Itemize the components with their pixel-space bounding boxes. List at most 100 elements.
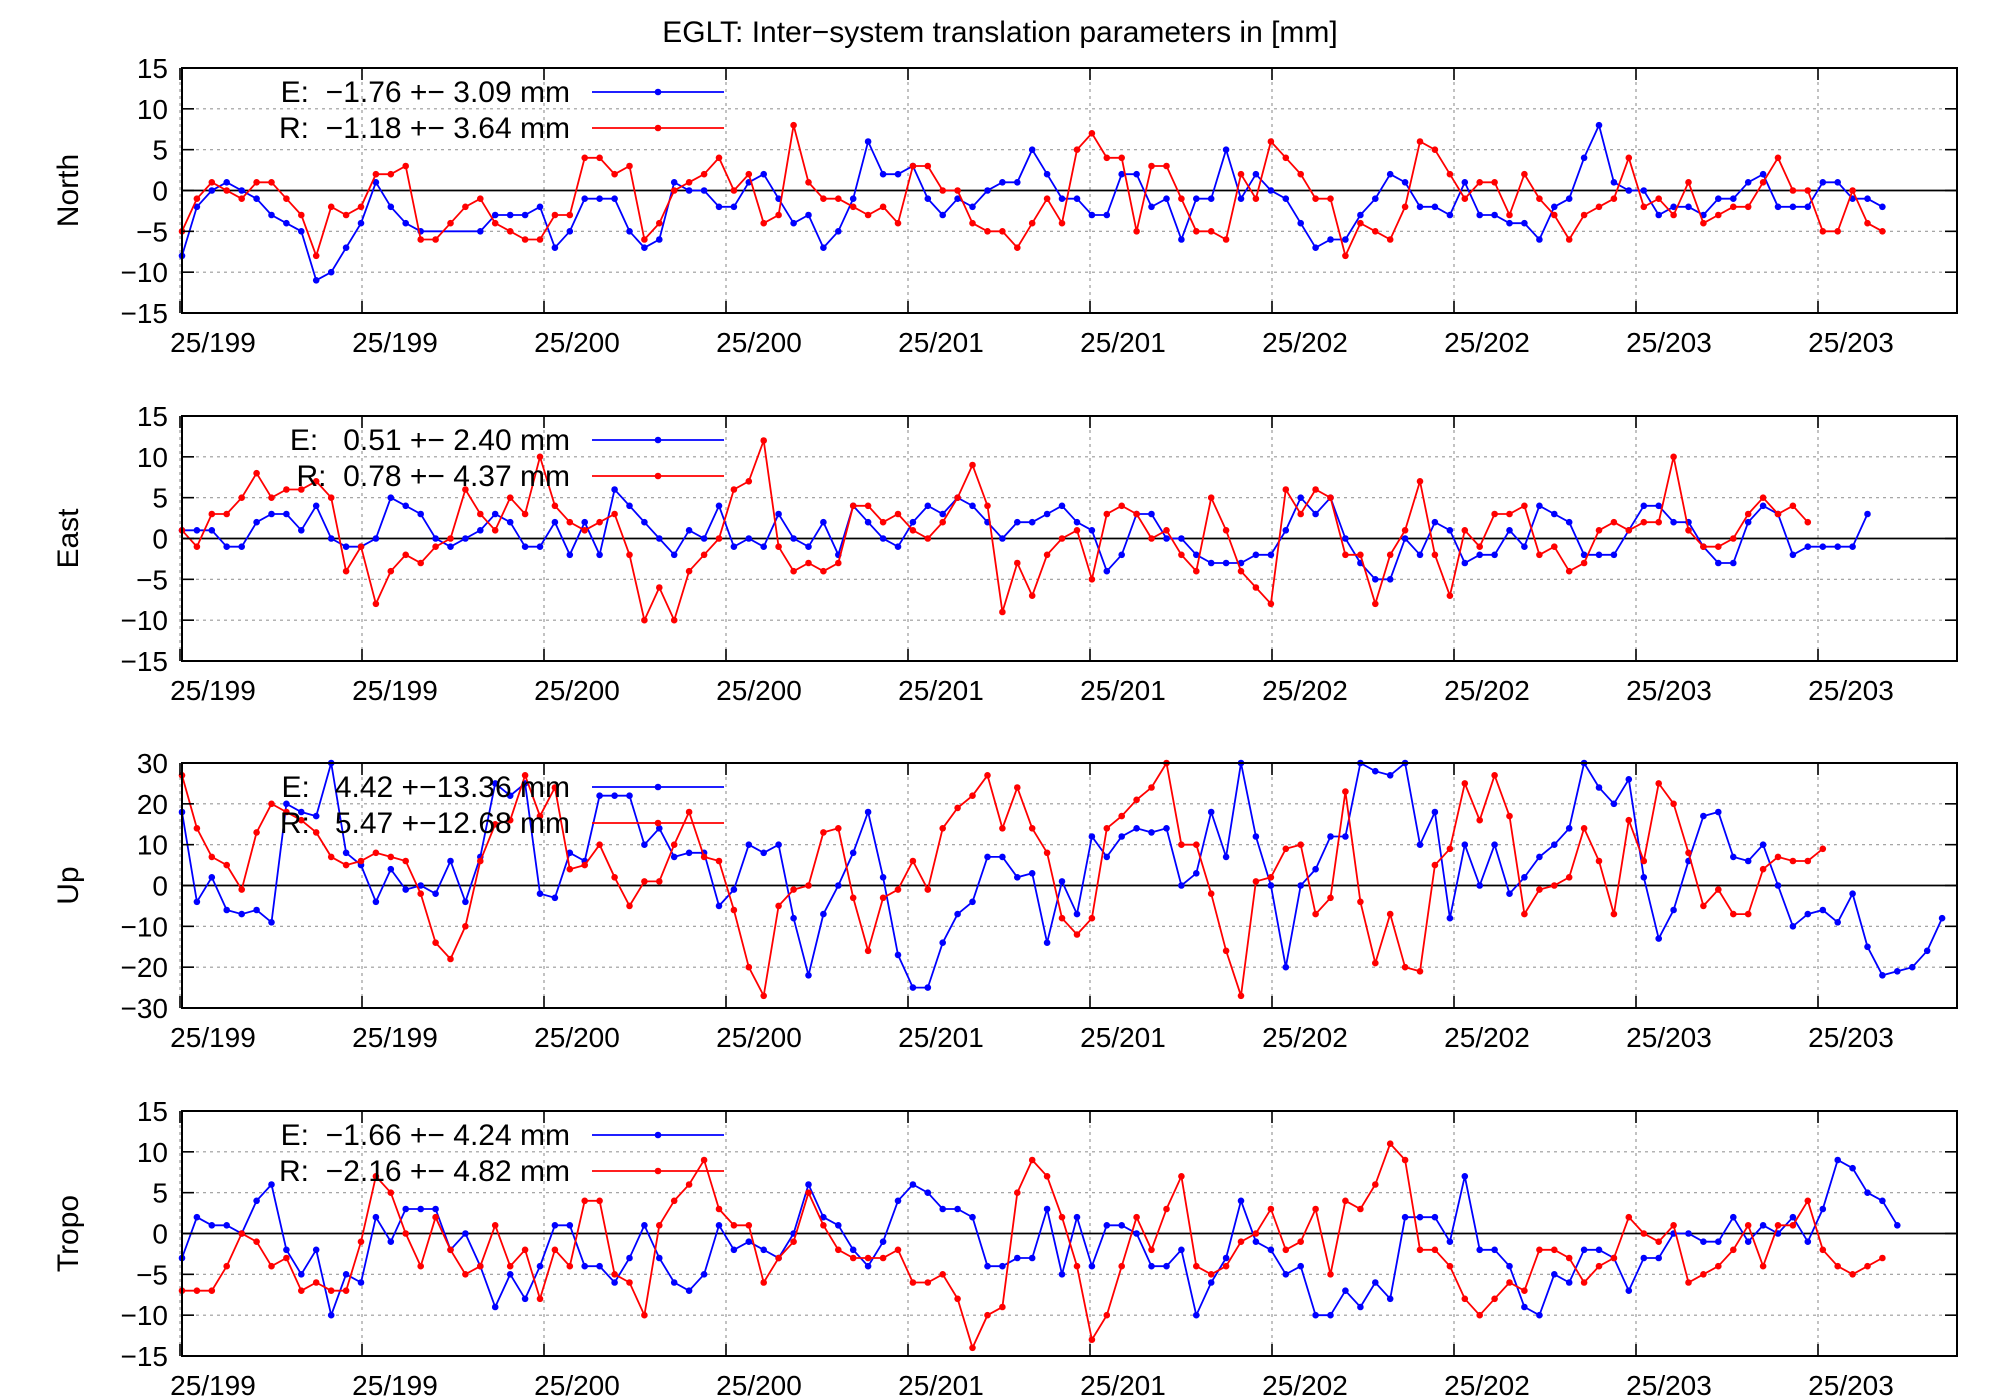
data-point (775, 543, 782, 550)
data-point (656, 535, 663, 542)
data-point (775, 211, 782, 219)
data-point (1297, 510, 1304, 518)
data-point (268, 1262, 275, 1270)
data-point (1834, 228, 1841, 235)
data-point (1148, 829, 1155, 836)
data-point (1864, 1262, 1871, 1270)
data-point (1610, 551, 1618, 559)
data-point (700, 853, 708, 861)
data-point (566, 1262, 574, 1270)
data-point (790, 886, 797, 893)
data-point (1118, 812, 1125, 820)
legend-marker-e (654, 88, 662, 96)
data-point (685, 187, 693, 194)
data-point (1043, 551, 1051, 559)
data-point (1610, 910, 1618, 918)
data-point (223, 179, 230, 186)
data-point (1730, 853, 1737, 861)
data-point (387, 494, 395, 502)
data-point (238, 886, 245, 893)
data-point (1163, 195, 1170, 202)
data-point (1073, 1213, 1081, 1221)
data-point (760, 543, 767, 550)
data-point (641, 616, 648, 624)
data-point (1506, 527, 1513, 534)
data-point (1342, 551, 1349, 559)
data-point (745, 170, 753, 178)
data-point (984, 228, 991, 235)
data-point (1252, 833, 1260, 840)
data-point (1565, 874, 1573, 881)
data-point (730, 543, 738, 550)
data-point (327, 203, 335, 211)
data-point (1312, 244, 1319, 251)
data-point (670, 1279, 678, 1286)
data-point (193, 898, 201, 906)
data-point (1834, 543, 1841, 550)
data-point (1610, 195, 1618, 202)
data-point (387, 853, 395, 861)
data-point (1386, 236, 1394, 243)
data-point (596, 551, 603, 559)
data-point (670, 187, 678, 194)
data-point (283, 800, 290, 808)
data-point (1312, 865, 1319, 873)
data-point (417, 510, 425, 518)
data-point (1178, 882, 1185, 889)
data-point (1864, 219, 1871, 227)
data-point (835, 559, 842, 567)
data-point (521, 236, 529, 243)
data-point (1685, 527, 1692, 534)
data-point (1864, 1189, 1871, 1196)
data-point (596, 792, 603, 799)
data-point (1133, 170, 1140, 178)
data-point (357, 219, 365, 227)
data-point (1789, 502, 1797, 510)
data-point (656, 1222, 663, 1229)
y-tick-label: 0 (152, 524, 168, 555)
data-point (1028, 825, 1036, 832)
data-point (1014, 1254, 1021, 1262)
data-point (1058, 914, 1066, 922)
x-tick-label: 25/201 (1080, 327, 1166, 358)
data-point (730, 1246, 738, 1254)
data-point (1804, 1197, 1812, 1205)
data-point (1461, 527, 1469, 534)
data-point (864, 947, 872, 955)
data-point (312, 502, 320, 510)
data-point (984, 1262, 991, 1270)
data-point (1058, 535, 1066, 542)
data-point (521, 211, 529, 219)
x-tick-label: 25/202 (1444, 1370, 1530, 1400)
data-point (1551, 1271, 1558, 1278)
data-point (1506, 812, 1513, 820)
data-point (1610, 518, 1618, 526)
data-point (1580, 1246, 1588, 1254)
data-point (1804, 518, 1812, 526)
data-point (1193, 870, 1200, 877)
data-point (954, 804, 961, 812)
data-point (670, 841, 678, 848)
data-point (283, 510, 290, 518)
data-point (1640, 187, 1648, 194)
data-point (1237, 1197, 1245, 1205)
data-point (1551, 841, 1558, 848)
data-point (1028, 870, 1036, 877)
legend-marker-r (654, 1167, 662, 1175)
data-point (1700, 219, 1707, 227)
data-point (1461, 780, 1469, 787)
data-point (939, 825, 946, 832)
data-point (641, 1222, 648, 1229)
data-point (551, 1222, 559, 1229)
data-point (611, 486, 618, 493)
data-point (1476, 816, 1483, 824)
data-point (1372, 576, 1379, 583)
data-point (432, 543, 439, 550)
data-point (1297, 841, 1304, 848)
data-point (1536, 886, 1543, 893)
data-point (1178, 236, 1185, 243)
data-point (1819, 906, 1827, 914)
x-tick-label: 25/200 (716, 675, 802, 706)
data-point (999, 853, 1006, 861)
y-tick-label: −5 (136, 216, 168, 247)
